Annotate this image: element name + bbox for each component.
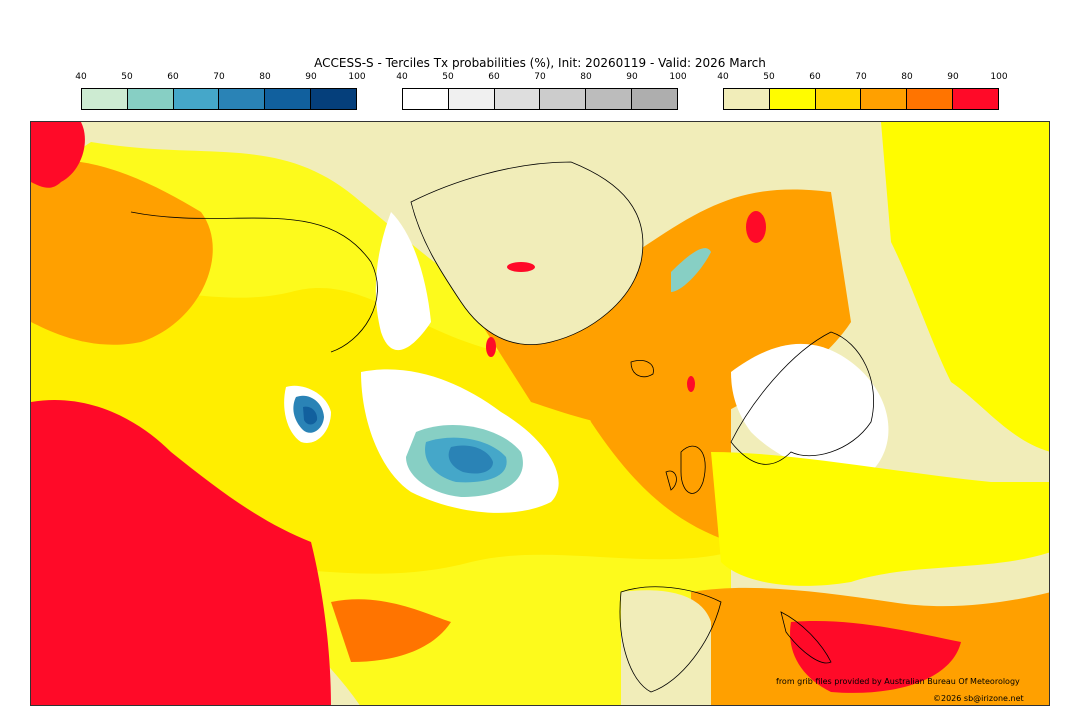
colorbar-tick: 50 — [121, 72, 133, 82]
colorbar-swatch — [494, 89, 541, 109]
colorbar-swatch — [82, 89, 128, 109]
colorbar-tick: 50 — [763, 72, 775, 82]
below-normal-80-blob — [303, 406, 318, 425]
probability-map — [30, 121, 1050, 706]
scandinavia-coast — [730, 331, 874, 465]
colorbar-swatch — [907, 89, 954, 109]
near-normal-40-region — [375, 212, 431, 351]
colorbar-tick: 100 — [669, 72, 687, 82]
above-normal-90-spot — [746, 211, 766, 243]
canada-coast — [130, 211, 378, 353]
near-normal-scandinavia — [731, 343, 889, 475]
colorbar-near-normal — [402, 88, 678, 110]
colorbar-swatch — [540, 89, 587, 109]
colorbar-tick: 80 — [580, 72, 592, 82]
below-normal-70-blob — [448, 445, 493, 474]
copyright-notice: ©2026 sb@irizone.net — [933, 694, 1024, 703]
above-normal-90-atlantic — [31, 400, 331, 705]
colorbar-swatch — [311, 89, 356, 109]
colorbar-tick: 90 — [626, 72, 638, 82]
iceland-coast — [630, 360, 654, 378]
above-normal-90-arctic — [31, 122, 85, 188]
colorbar-above-normal — [723, 88, 999, 110]
colorbar-swatch — [632, 89, 677, 109]
colorbar-tick: 40 — [75, 72, 87, 82]
colorbar-tick: 80 — [259, 72, 271, 82]
data-credit: from grib files provided by Australian B… — [776, 677, 1020, 686]
italy-coast — [780, 611, 832, 664]
colorbar-tick: 60 — [167, 72, 179, 82]
iberia-near-normal — [621, 590, 711, 705]
map-canvas — [31, 122, 1049, 705]
colorbar-swatch — [127, 89, 174, 109]
colorbar-tick: 100 — [990, 72, 1008, 82]
colorbar-tick: 40 — [717, 72, 729, 82]
colorbar-tick: 90 — [947, 72, 959, 82]
colorbar-swatch — [815, 89, 862, 109]
europe-above-normal-50 — [711, 452, 1049, 586]
above-normal-90-spot — [486, 337, 496, 357]
colorbar-below-normal — [81, 88, 357, 110]
coastlines — [130, 161, 874, 693]
greenland-near-normal — [411, 162, 643, 345]
below-normal-svalbard — [671, 248, 711, 292]
ireland-coast — [665, 470, 677, 491]
greenland-coast — [410, 161, 644, 345]
above-normal-90-spot — [507, 262, 535, 272]
above-normal-50-east — [881, 122, 1049, 452]
above-normal-70-northwest — [31, 160, 213, 345]
colorbar-tick: 70 — [855, 72, 867, 82]
colorbar-swatch — [769, 89, 816, 109]
colorbar-tick: 50 — [442, 72, 454, 82]
iberia-coast — [619, 586, 722, 693]
colorbar-tick: 100 — [348, 72, 366, 82]
colorbar-tick: 60 — [488, 72, 500, 82]
colorbar-swatch — [173, 89, 220, 109]
colorbar-tick: 70 — [213, 72, 225, 82]
colorbar-swatch — [724, 89, 770, 109]
colorbar-swatch — [265, 89, 312, 109]
mediterranean-above-normal-90 — [790, 621, 961, 693]
map-title: ACCESS-S - Terciles Tx probabilities (%)… — [314, 56, 766, 70]
britain-coast — [680, 445, 706, 494]
colorbar-swatch — [448, 89, 495, 109]
colorbar-swatch — [219, 89, 266, 109]
colorbar-tick: 60 — [809, 72, 821, 82]
colorbar-swatch — [403, 89, 449, 109]
colorbar-swatch — [861, 89, 908, 109]
colorbar-tick: 70 — [534, 72, 546, 82]
colorbar-swatch — [586, 89, 633, 109]
colorbar-swatch — [953, 89, 998, 109]
colorbar-tick: 80 — [901, 72, 913, 82]
colorbar-tick: 40 — [396, 72, 408, 82]
above-normal-80-region — [331, 599, 451, 662]
colorbar-tick: 90 — [305, 72, 317, 82]
above-normal-90-spot — [687, 376, 695, 392]
